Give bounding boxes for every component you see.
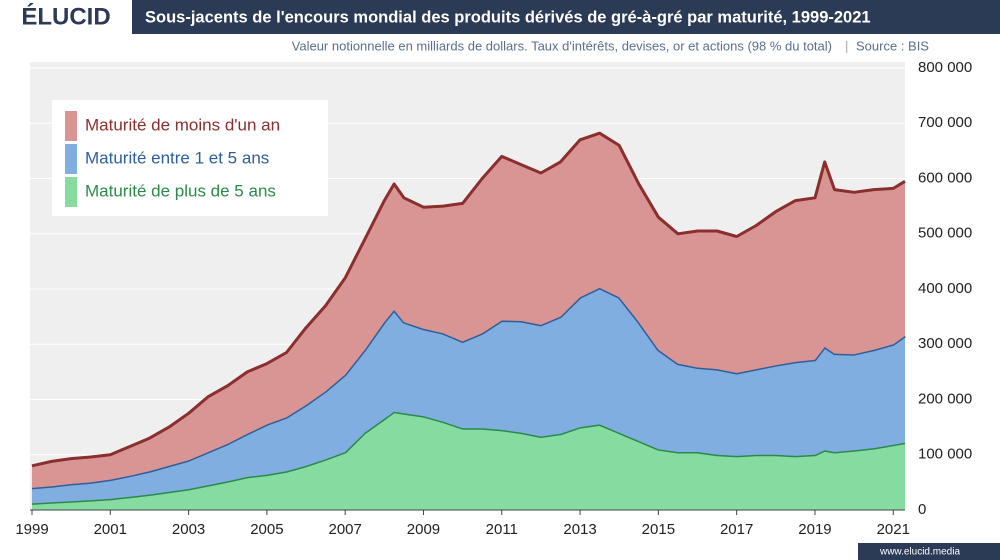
logo-box bbox=[0, 0, 132, 34]
legend-swatch bbox=[65, 144, 77, 174]
x-tick-label: 2021 bbox=[877, 521, 910, 538]
legend-swatch bbox=[65, 177, 77, 207]
x-tick-label: 2011 bbox=[486, 521, 518, 538]
x-tick-label: 2005 bbox=[250, 521, 283, 538]
y-tick-label: 500 000 bbox=[918, 225, 972, 242]
separator: | bbox=[845, 38, 848, 53]
area bbox=[32, 411, 905, 510]
y-tick-label: 100 000 bbox=[918, 446, 972, 463]
y-tick-label: 300 000 bbox=[918, 335, 972, 352]
legend-swatch bbox=[65, 111, 77, 141]
y-tick-label: 0 bbox=[918, 501, 926, 518]
subtitle: Valeur notionnelle en milliards de dolla… bbox=[292, 38, 832, 53]
footer: www.elucid.media bbox=[879, 547, 960, 558]
x-tick-label: 2013 bbox=[563, 521, 596, 538]
area bbox=[32, 133, 905, 488]
y-tick-label: 400 000 bbox=[918, 280, 972, 297]
x-tick-label: 2007 bbox=[328, 521, 361, 538]
x-tick-label: 1999 bbox=[15, 521, 48, 538]
legend-label: Maturité entre 1 et 5 ans bbox=[85, 148, 269, 167]
y-tick-label: 800 000 bbox=[918, 59, 972, 76]
x-tick-label: 2009 bbox=[407, 521, 440, 538]
y-tick-label: 600 000 bbox=[918, 169, 972, 186]
x-tick-label: 2003 bbox=[172, 521, 205, 538]
x-tick-label: 2015 bbox=[642, 521, 675, 538]
legend-label: Maturité de plus de 5 ans bbox=[85, 181, 276, 200]
area-line bbox=[31, 131, 906, 468]
y-tick-label: 200 000 bbox=[918, 390, 972, 407]
legend-label: Maturité de moins d'un an bbox=[85, 115, 280, 134]
y-tick-label: 700 000 bbox=[918, 114, 972, 131]
x-tick-label: 2001 bbox=[94, 521, 127, 538]
x-tick-label: 2017 bbox=[720, 521, 753, 538]
area bbox=[32, 287, 905, 504]
x-tick-label: 2019 bbox=[798, 521, 831, 538]
chart-title: Sous-jacents de l'encours mondial des pr… bbox=[145, 8, 871, 26]
footer-bar bbox=[858, 543, 1000, 560]
source: Source : BIS bbox=[856, 38, 929, 53]
brand: ÉLUCID bbox=[21, 2, 110, 30]
header-bar bbox=[0, 0, 1000, 34]
legend-box bbox=[52, 100, 328, 216]
